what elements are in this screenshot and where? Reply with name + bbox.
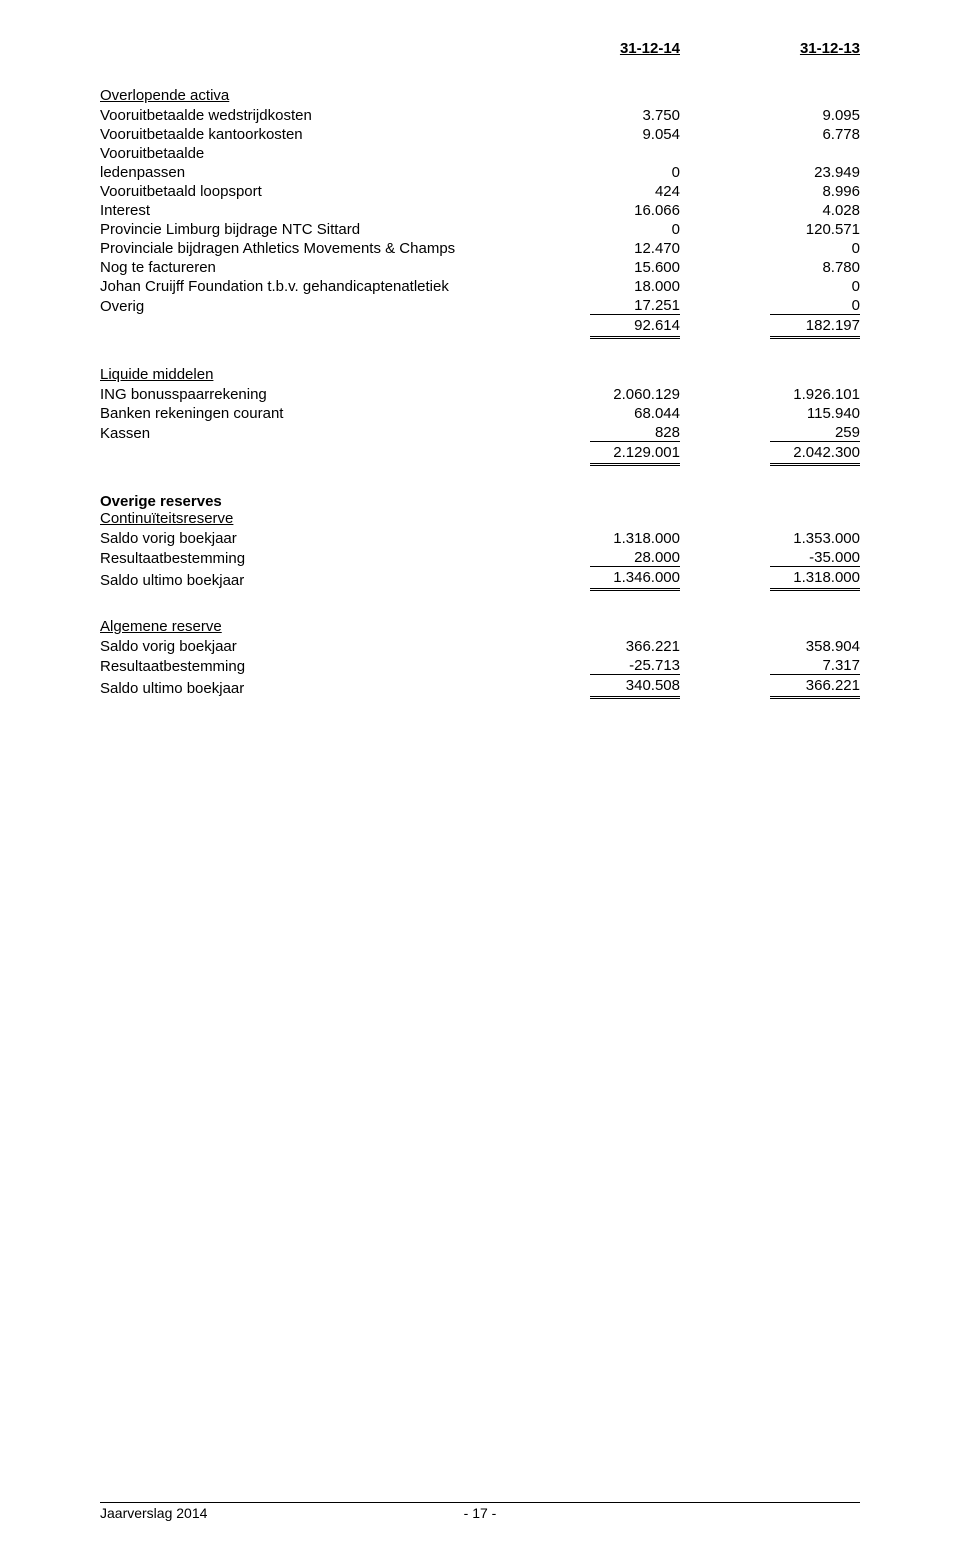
section-liquide-middelen: Liquide middelen ING bonusspaarrekening2… (100, 366, 860, 465)
table-continuiteitsreserve: Saldo vorig boekjaar1.318.0001.353.000 R… (100, 529, 860, 590)
section-algemene-reserve: Algemene reserve Saldo vorig boekjaar366… (100, 618, 860, 698)
section-overlopende-activa: Overlopende activa Vooruitbetaalde wedst… (100, 87, 860, 338)
col2-header: 31-12-13 (720, 40, 860, 57)
page-number: - 17 - (464, 1505, 497, 1521)
table-liquide-middelen: ING bonusspaarrekening2.060.1291.926.101… (100, 385, 860, 465)
table-overlopende-activa: Vooruitbetaalde wedstrijdkosten3.7509.09… (100, 106, 860, 338)
footer-left: Jaarverslag 2014 (100, 1505, 207, 1521)
page-footer: Jaarverslag 2014 - 17 - (100, 1502, 860, 1521)
section-title: Liquide middelen (100, 366, 860, 383)
section-heading: Overige reserves (100, 493, 860, 510)
table-algemene-reserve: Saldo vorig boekjaar366.221358.904 Resul… (100, 637, 860, 698)
col1-header: 31-12-14 (540, 40, 680, 57)
section-title: Algemene reserve (100, 618, 860, 635)
section-title: Continuïteitsreserve (100, 510, 860, 527)
section-overige-reserves: Overige reserves Continuïteitsreserve Sa… (100, 493, 860, 590)
section-title: Overlopende activa (100, 87, 860, 104)
date-header: 31-12-14 31-12-13 (100, 40, 860, 57)
